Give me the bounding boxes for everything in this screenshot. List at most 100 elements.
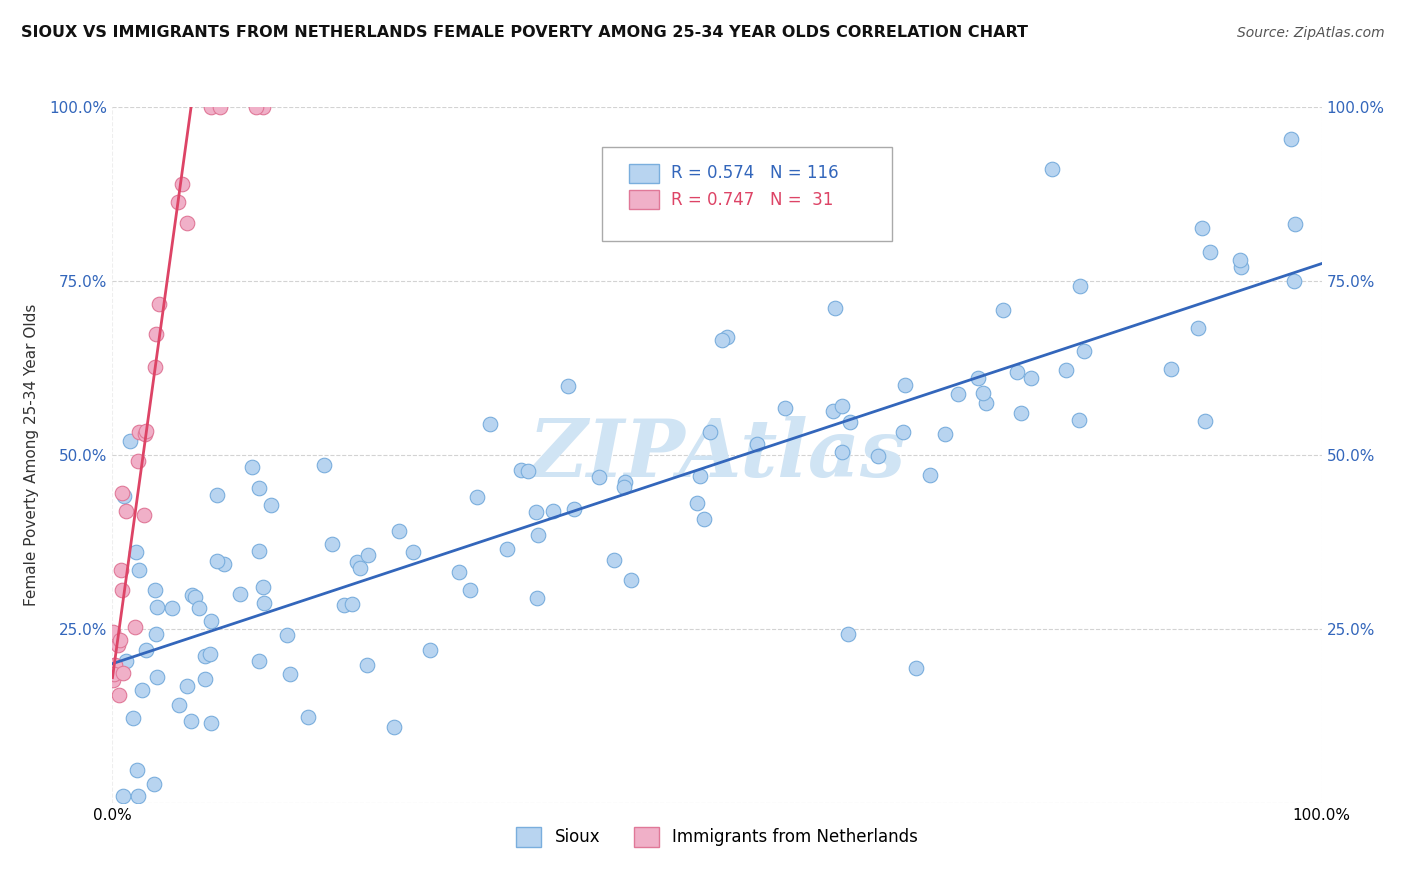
Point	[104, 665, 127, 680]
Point	[148, 297, 170, 311]
Point	[247, 654, 270, 668]
Point	[824, 301, 846, 315]
Point	[146, 670, 169, 684]
Point	[543, 504, 565, 518]
Point	[125, 545, 148, 559]
Point	[349, 561, 371, 575]
Point	[127, 789, 149, 803]
Point	[527, 527, 550, 541]
Point	[128, 425, 150, 440]
Point	[479, 417, 502, 431]
Point	[103, 632, 125, 647]
Point	[105, 632, 128, 647]
FancyBboxPatch shape	[602, 147, 893, 241]
Point	[127, 453, 149, 467]
Point	[510, 463, 533, 477]
Point	[194, 672, 217, 686]
Point	[245, 100, 267, 114]
Legend: Sioux, Immigrants from Netherlands: Sioux, Immigrants from Netherlands	[509, 820, 925, 854]
Point	[342, 597, 364, 611]
Point	[200, 715, 222, 730]
Point	[821, 403, 844, 417]
Point	[111, 665, 134, 680]
Point	[447, 565, 470, 579]
Point	[103, 666, 125, 681]
Point	[419, 643, 441, 657]
Point	[131, 682, 153, 697]
Point	[716, 330, 738, 344]
Text: SIOUX VS IMMIGRANTS FROM NETHERLANDS FEMALE POVERTY AMONG 25-34 YEAR OLDS CORREL: SIOUX VS IMMIGRANTS FROM NETHERLANDS FEM…	[21, 25, 1028, 40]
Point	[357, 549, 380, 563]
Text: Source: ZipAtlas.com: Source: ZipAtlas.com	[1237, 26, 1385, 40]
Point	[1279, 132, 1302, 146]
Point	[180, 714, 202, 728]
Point	[699, 425, 721, 440]
Point	[974, 396, 997, 410]
FancyBboxPatch shape	[628, 164, 659, 183]
Point	[118, 434, 141, 448]
Point	[458, 582, 481, 597]
Point	[240, 459, 263, 474]
Point	[1073, 344, 1095, 359]
Point	[686, 496, 709, 510]
Point	[200, 100, 222, 114]
Point	[167, 194, 190, 209]
Point	[496, 542, 519, 557]
Point	[145, 600, 167, 615]
Point	[602, 553, 624, 567]
Point	[904, 660, 927, 674]
Point	[588, 470, 610, 484]
Point	[132, 508, 155, 522]
Point	[562, 502, 585, 516]
Point	[388, 524, 411, 538]
Point	[107, 638, 129, 652]
Point	[280, 666, 302, 681]
Point	[1282, 274, 1305, 288]
Point	[891, 425, 914, 439]
Point	[920, 467, 942, 482]
Point	[465, 490, 488, 504]
Point	[205, 554, 228, 568]
Point	[176, 216, 198, 230]
Point	[745, 437, 768, 451]
Point	[142, 777, 165, 791]
Point	[775, 401, 797, 416]
Point	[1056, 363, 1078, 377]
Point	[868, 449, 890, 463]
Point	[145, 627, 167, 641]
Point	[837, 626, 859, 640]
Point	[1067, 413, 1090, 427]
Point	[1284, 217, 1306, 231]
Point	[198, 647, 221, 661]
Point	[160, 601, 183, 615]
Point	[346, 555, 368, 569]
Point	[112, 490, 135, 504]
Point	[112, 789, 135, 803]
Point	[135, 642, 157, 657]
Point	[176, 679, 198, 693]
Point	[946, 387, 969, 401]
Point	[134, 427, 156, 442]
Point	[402, 545, 425, 559]
Point	[125, 763, 148, 777]
Point	[614, 475, 637, 490]
Point	[711, 333, 734, 347]
Point	[967, 371, 990, 385]
Point	[831, 399, 853, 413]
Point	[181, 589, 204, 603]
Point	[838, 415, 860, 429]
Point	[143, 359, 166, 374]
Point	[247, 481, 270, 495]
Point	[297, 709, 319, 723]
Point	[115, 504, 138, 518]
Point	[229, 586, 252, 600]
Point	[253, 596, 276, 610]
Point	[1040, 162, 1063, 177]
Point	[382, 720, 405, 734]
Point	[128, 563, 150, 577]
Point	[104, 657, 127, 672]
Point	[209, 100, 232, 114]
Point	[321, 537, 343, 551]
Point	[214, 557, 236, 571]
Point	[693, 512, 716, 526]
